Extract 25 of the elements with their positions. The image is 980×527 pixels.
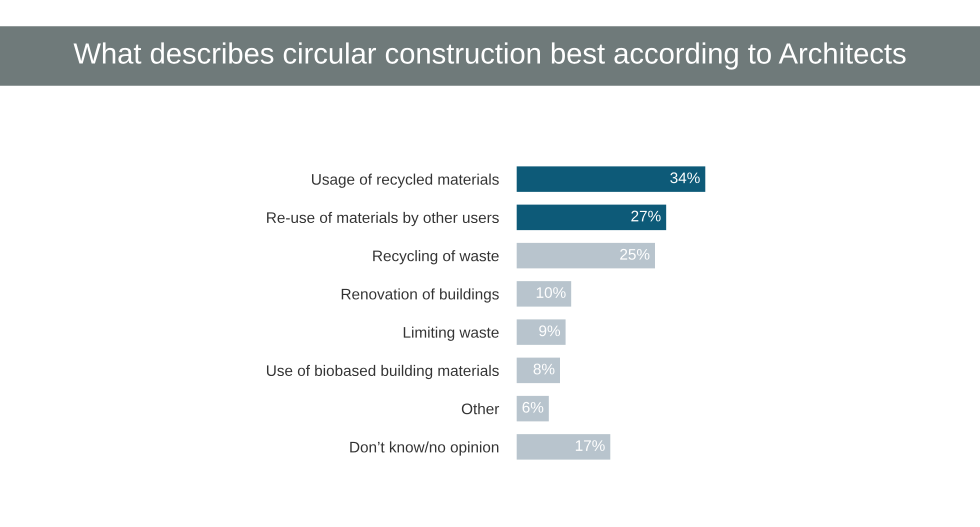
y-tick-label: Other (462, 403, 500, 414)
data-label: 27% (631, 210, 661, 222)
data-label: 9% (539, 325, 560, 336)
bar (516, 242, 656, 270)
bar (516, 432, 612, 461)
data-label: 25% (620, 248, 650, 260)
y-tick-label: Usage of recycled materials (312, 174, 499, 188)
y-tick-label: Renovation of buildings (342, 288, 499, 303)
bar (516, 165, 707, 194)
bar (516, 356, 562, 384)
y-tick-label: Re-use of materials by other users (267, 212, 499, 226)
data-label: 6% (522, 402, 544, 413)
y-tick-label: Limiting waste (404, 326, 499, 341)
data-label: 8% (534, 364, 554, 374)
bar (516, 280, 573, 308)
bar (516, 203, 668, 232)
y-tick-label: Use of biobased building materials (266, 364, 499, 380)
bar (516, 394, 550, 423)
y-tick-label: Don’t know/no opinion (350, 441, 498, 456)
chart-title: What describes circular construction best according to Architects (74, 42, 906, 70)
data-label: 17% (576, 440, 605, 451)
data-label: 34% (670, 172, 700, 184)
bar (516, 318, 567, 346)
data-label: 10% (536, 287, 566, 298)
y-tick-label: Recycling of waste (373, 250, 499, 264)
